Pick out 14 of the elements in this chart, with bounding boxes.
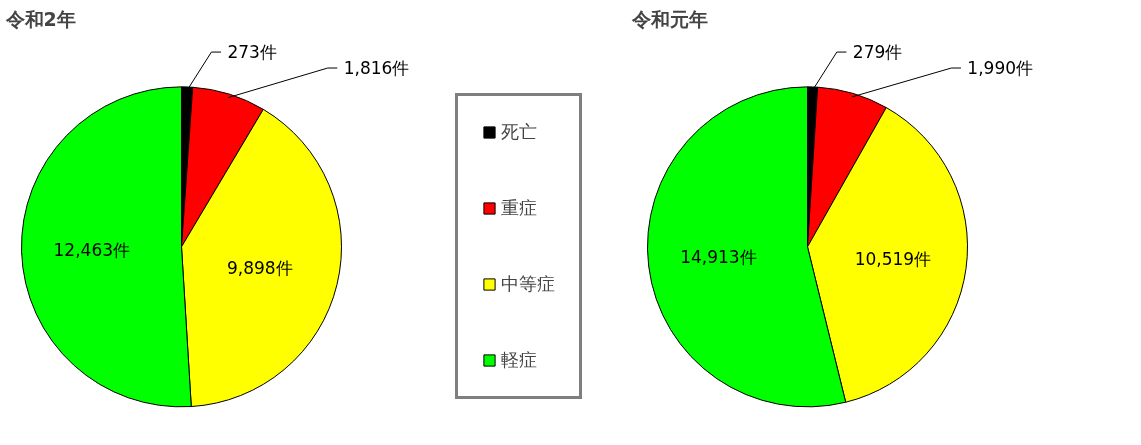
chart-title: 令和2年: [4, 7, 76, 30]
legend-label: 死亡: [501, 120, 537, 144]
data-label: 12,463件: [53, 239, 131, 260]
legend-label: 中等症: [501, 272, 555, 296]
data-label: 279件: [852, 42, 903, 63]
legend-label: 重症: [501, 196, 537, 220]
data-label: 1,816件: [343, 58, 410, 79]
data-label: 273件: [227, 42, 277, 63]
legend-label: 軽症: [501, 348, 537, 372]
data-label: 1,990件: [967, 58, 1034, 79]
data-label: 9,898件: [227, 257, 293, 278]
chart-title: 令和元年: [630, 7, 708, 30]
data-label: 14,913件: [680, 247, 757, 268]
data-label: 10,519件: [854, 248, 932, 269]
